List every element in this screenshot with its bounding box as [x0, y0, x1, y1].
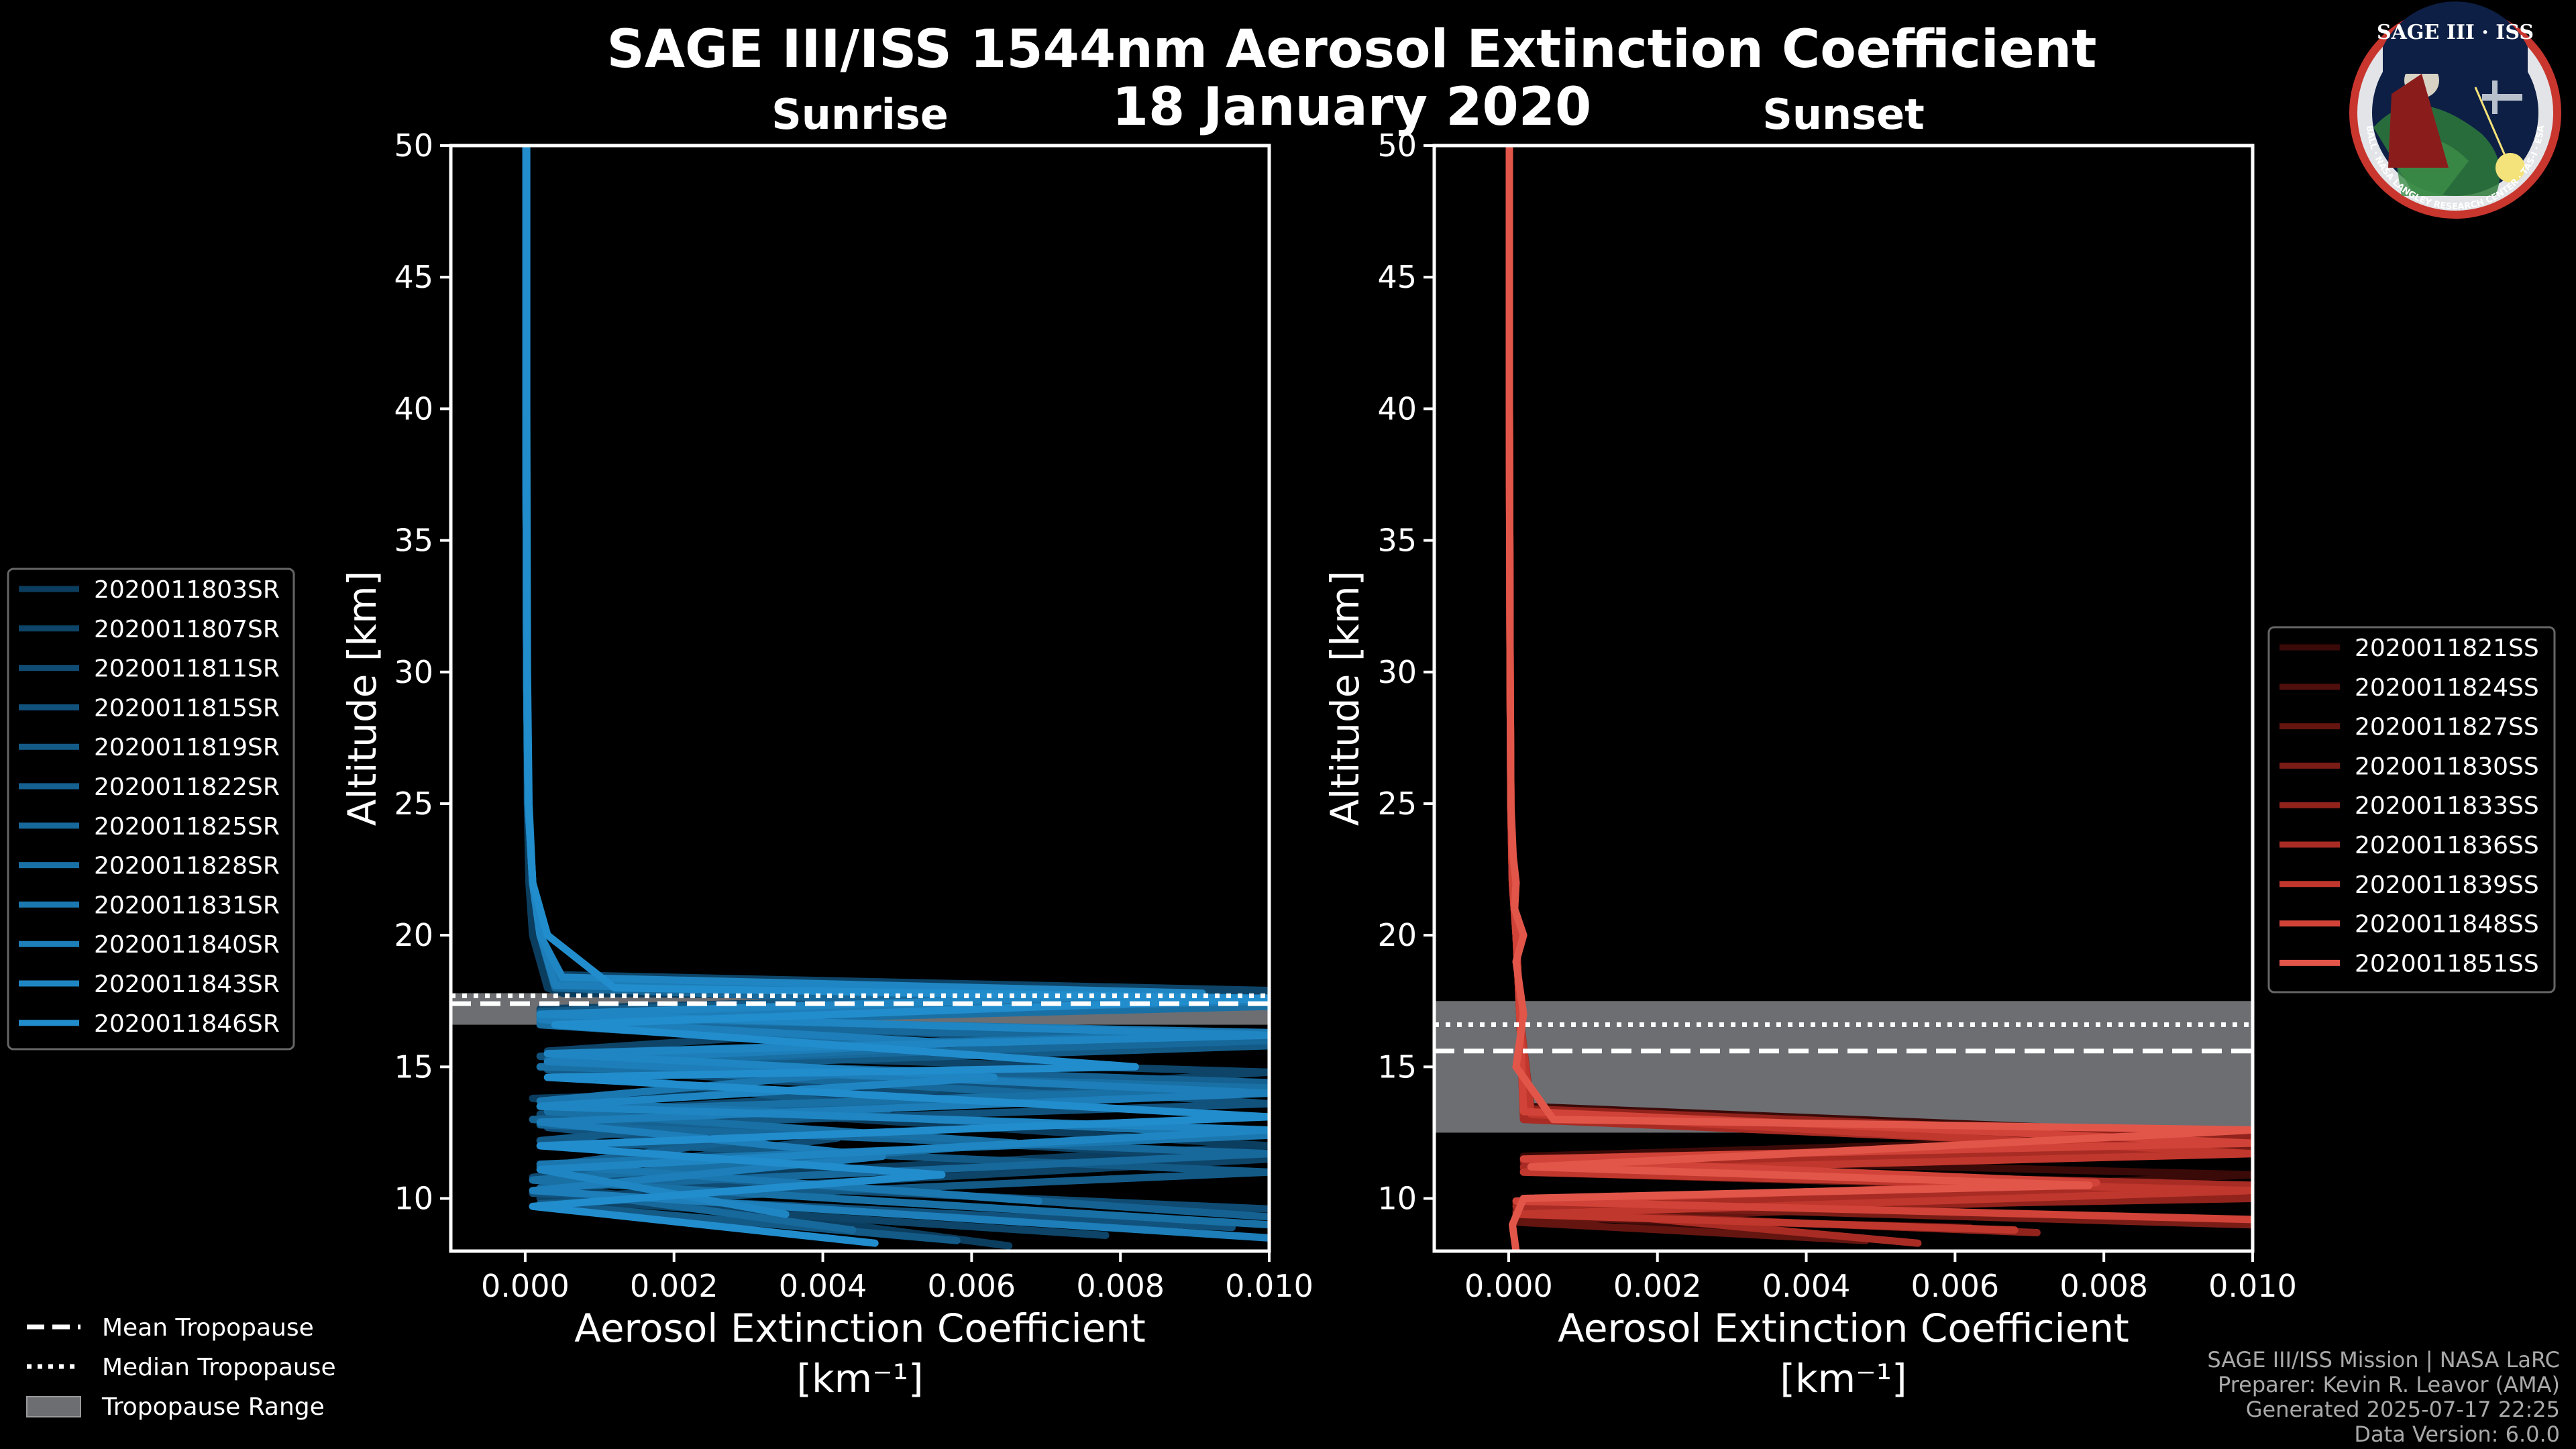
sunset-legend: 2020011821SS 2020011824SS 2020011827SS 2020… [2267, 626, 2556, 994]
sunset-profile-2020011851SS [1505, 146, 2253, 1251]
sunrise-ytick-label: 40 [394, 390, 433, 427]
sunset-panel-title: Sunset [1762, 90, 1925, 139]
tropopause-legend: Mean Tropopause Median Tropopause Tropop… [26, 1314, 336, 1421]
credits: SAGE III/ISS Mission | NASA LaRC Prepare… [2207, 1347, 2560, 1447]
figure-date: 18 January 2020 [1112, 77, 1592, 138]
sunset-xtick-label: 0.004 [1762, 1268, 1851, 1304]
sunset-legend-label: 2020011824SS [2355, 674, 2539, 702]
sunset-ytick-label: 45 [1377, 259, 1417, 295]
sunset-xlabel: Aerosol Extinction Coefficient [1558, 1305, 2129, 1351]
tropopause-range-label: Tropopause Range [101, 1393, 325, 1421]
sunrise-xlabel: Aerosol Extinction Coefficient [574, 1305, 1146, 1351]
sunrise-legend-label: 2020011811SR [94, 655, 280, 683]
sunset-legend-label: 2020011851SS [2355, 950, 2539, 977]
sunrise-panel-title: Sunrise [771, 90, 949, 139]
sunrise-xtick-label: 0.000 [481, 1268, 570, 1304]
sunset-legend-label: 2020011821SS [2355, 635, 2539, 662]
sunset-ytick-label: 40 [1377, 390, 1417, 427]
sunset-xtick-label: 0.008 [2059, 1268, 2148, 1304]
sunset-xtick-label: 0.006 [1911, 1268, 2000, 1304]
sunrise-xlabel-units: [km⁻¹] [796, 1356, 923, 1401]
sunrise-ytick-label: 15 [394, 1049, 433, 1085]
sunrise-legend-label: 2020011846SR [94, 1010, 280, 1038]
sunrise-xtick-label: 0.002 [630, 1268, 718, 1304]
sunset-legend-label: 2020011836SS [2355, 832, 2539, 859]
median-tropopause-label: Median Tropopause [102, 1354, 336, 1381]
sunset-xtick-label: 0.000 [1464, 1268, 1553, 1304]
mean-tropopause-label: Mean Tropopause [102, 1314, 314, 1342]
sunset-xlabel-units: [km⁻¹] [1780, 1356, 1907, 1401]
credit-data-version: Data Version: 6.0.0 [2354, 1421, 2560, 1447]
sunrise-ytick-label: 35 [394, 523, 433, 559]
sunset-legend-label: 2020011827SS [2355, 714, 2539, 741]
sunset-xtick-label: 0.002 [1613, 1268, 1702, 1304]
sunset-ytick-label: 20 [1377, 917, 1417, 953]
sunset-xtick-label: 0.010 [2208, 1268, 2297, 1304]
sunset-panel: Sunset 0.000 0.002 0.004 0.006 0.008 0.010 10… [1322, 90, 2297, 1401]
sunrise-xtick-label: 0.006 [928, 1268, 1016, 1304]
sunset-ytick-label: 15 [1377, 1049, 1417, 1085]
sunset-legend-label: 2020011833SS [2355, 792, 2539, 820]
sunrise-legend: 2020011803SR 2020011807SR 2020011811SR 2020… [7, 568, 295, 1051]
sunrise-ytick-label: 50 [394, 127, 433, 164]
sunrise-ylabel: Altitude [km] [339, 571, 385, 826]
logo-text: SAGE III · ISS [2377, 21, 2534, 44]
credit-preparer: Preparer: Kevin R. Leavor (AMA) [2218, 1372, 2560, 1397]
sunrise-panel: Sunrise 0.000 0.002 0.004 0.006 0.008 0.010 1… [339, 90, 1313, 1401]
sunset-legend-label: 2020011830SS [2355, 753, 2539, 780]
sunrise-legend-label: 2020011803SR [94, 576, 280, 604]
sunrise-legend-label: 2020011819SR [94, 734, 280, 761]
sunrise-legend-label: 2020011828SR [94, 853, 280, 880]
sunrise-legend-label: 2020011840SR [94, 931, 280, 959]
sunrise-legend-label: 2020011807SR [94, 616, 280, 643]
sunrise-ytick-label: 20 [394, 917, 433, 953]
sunrise-xtick-label: 0.008 [1076, 1268, 1165, 1304]
sunrise-legend-label: 2020011843SR [94, 971, 280, 998]
sunset-legend-label: 2020011839SS [2355, 871, 2539, 899]
sunrise-legend-label: 2020011831SR [94, 892, 280, 919]
sunrise-ytick-label: 10 [394, 1181, 433, 1217]
sunrise-legend-label: 2020011822SR [94, 773, 280, 801]
sunset-plot-frame [1432, 144, 2255, 1253]
credit-generated: Generated 2025-07-17 22:25 [2246, 1397, 2560, 1422]
sunrise-plot-frame [449, 144, 1271, 1253]
sunset-ytick-label: 50 [1377, 127, 1417, 164]
sunrise-legend-label: 2020011815SR [94, 694, 280, 722]
sunrise-ytick-label: 30 [394, 654, 433, 690]
sunset-legend-label: 2020011848SS [2355, 911, 2539, 938]
sunset-ytick-label: 30 [1377, 654, 1417, 690]
sunrise-legend-label: 2020011825SR [94, 813, 280, 841]
sunrise-ytick-label: 25 [394, 786, 433, 822]
tropopause-range-swatch [26, 1396, 81, 1417]
sunrise-ytick-label: 45 [394, 259, 433, 295]
sunrise-profile-2020011846SR [523, 146, 1269, 1247]
sunset-ylabel: Altitude [km] [1322, 571, 1368, 826]
sage-iii-iss-logo: SAGE III · ISS BALL · NASA LANGLEY RESEA… [2349, 1, 2561, 219]
sunset-ytick-label: 25 [1377, 786, 1417, 822]
sunrise-xtick-label: 0.004 [779, 1268, 867, 1304]
sunset-ytick-label: 35 [1377, 523, 1417, 559]
sunrise-xtick-label: 0.010 [1225, 1268, 1313, 1304]
figure-title: SAGE III/ISS 1544nm Aerosol Extinction C… [607, 19, 2097, 80]
credit-mission: SAGE III/ISS Mission | NASA LaRC [2207, 1347, 2560, 1373]
sunset-ytick-label: 10 [1377, 1181, 1417, 1217]
